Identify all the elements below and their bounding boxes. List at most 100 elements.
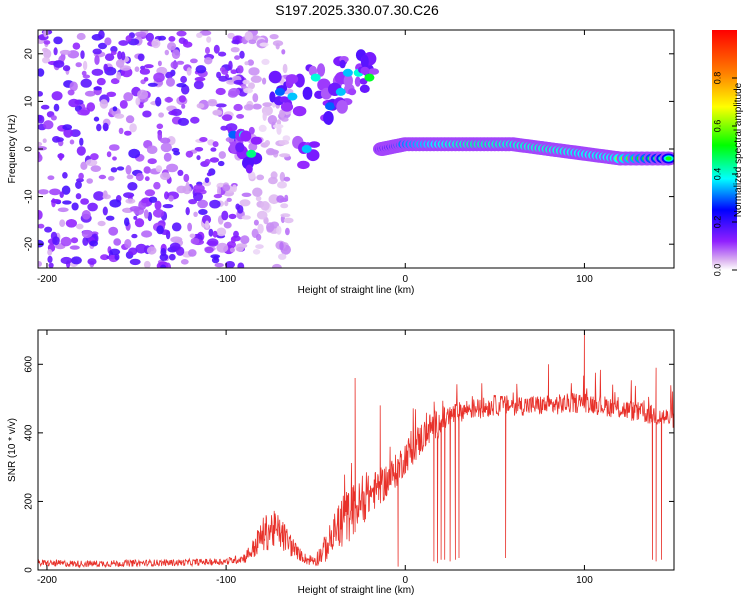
noise-blob bbox=[38, 223, 45, 229]
noise-blob bbox=[93, 191, 105, 201]
noise-blob bbox=[279, 109, 285, 118]
snr-series-line bbox=[37, 329, 675, 569]
noise-blob bbox=[280, 213, 291, 218]
noise-blob bbox=[42, 138, 47, 143]
ridge-segment bbox=[665, 156, 672, 161]
noise-blob bbox=[57, 207, 69, 213]
noise-blob bbox=[233, 230, 239, 238]
noise-blob bbox=[250, 75, 262, 83]
noise-blob bbox=[283, 217, 294, 224]
noise-blob bbox=[230, 47, 240, 53]
noise-blob bbox=[92, 48, 102, 55]
noise-blob bbox=[285, 227, 290, 236]
noise-blob bbox=[59, 219, 66, 227]
noise-blob bbox=[108, 226, 119, 236]
noise-blob bbox=[226, 197, 232, 202]
y-tick-label: 200 bbox=[24, 493, 35, 510]
noise-blob bbox=[177, 117, 189, 126]
noise-blob bbox=[204, 57, 213, 65]
noise-blob bbox=[194, 76, 206, 82]
signal-blob-halo bbox=[308, 141, 320, 148]
noise-blob bbox=[106, 151, 112, 158]
noise-blob bbox=[49, 188, 61, 196]
noise-blob bbox=[188, 199, 198, 205]
noise-blob bbox=[215, 87, 226, 96]
noise-blob bbox=[252, 249, 261, 255]
noise-blob bbox=[233, 79, 245, 85]
noise-blob bbox=[190, 58, 198, 64]
noise-blob bbox=[239, 199, 251, 207]
noise-blob bbox=[48, 262, 54, 268]
signal-blob bbox=[364, 73, 375, 82]
noise-blob bbox=[213, 255, 219, 261]
noise-blob bbox=[86, 178, 93, 184]
noise-blob bbox=[229, 247, 236, 253]
noise-blob bbox=[216, 71, 222, 79]
noise-blob bbox=[262, 102, 273, 107]
noise-blob bbox=[239, 50, 245, 59]
noise-blob bbox=[38, 210, 43, 220]
noise-blob bbox=[255, 244, 264, 250]
signal-blob bbox=[335, 87, 346, 96]
noise-blob bbox=[112, 106, 118, 112]
signal-blob-halo bbox=[343, 73, 353, 88]
noise-blob bbox=[157, 60, 162, 67]
noise-blob bbox=[169, 242, 181, 251]
noise-blob bbox=[261, 58, 270, 65]
noise-blob bbox=[202, 180, 212, 187]
noise-blob bbox=[143, 209, 149, 219]
x-tick-label: 100 bbox=[576, 575, 593, 586]
noise-blob bbox=[272, 263, 282, 268]
noise-blob bbox=[70, 129, 81, 138]
noise-blob bbox=[153, 72, 165, 83]
spectrogram-heatmap bbox=[38, 30, 674, 268]
noise-blob bbox=[155, 96, 162, 107]
noise-blob bbox=[278, 253, 287, 260]
y-tick-label: 600 bbox=[24, 356, 35, 373]
signal-blob-halo bbox=[302, 86, 313, 100]
noise-blob bbox=[76, 223, 84, 230]
signal-blob-halo bbox=[306, 149, 320, 162]
noise-blob bbox=[167, 42, 177, 51]
noise-blob bbox=[87, 202, 98, 212]
noise-blob bbox=[248, 39, 257, 45]
y-tick-label: 400 bbox=[24, 424, 35, 441]
spectrogram-x-axis-label: Height of straight line (km) bbox=[298, 285, 415, 296]
noise-blob bbox=[267, 149, 279, 155]
noise-blob bbox=[38, 68, 45, 77]
spectrogram-y-axis-label: Frequency (Hz) bbox=[7, 115, 18, 184]
noise-blob bbox=[186, 67, 192, 76]
noise-blob bbox=[162, 204, 174, 209]
noise-blob bbox=[108, 144, 120, 151]
noise-blob bbox=[234, 55, 241, 60]
noise-blob bbox=[240, 235, 250, 245]
noise-blob bbox=[87, 258, 97, 265]
noise-blob bbox=[255, 195, 262, 202]
noise-blob bbox=[70, 237, 79, 244]
noise-blob bbox=[93, 116, 100, 122]
noise-blob bbox=[137, 89, 149, 100]
noise-blob bbox=[171, 222, 182, 232]
noise-blob bbox=[231, 39, 240, 45]
signal-blob-halo bbox=[280, 102, 294, 112]
noise-blob bbox=[144, 189, 156, 197]
noise-blob bbox=[91, 68, 104, 76]
noise-blob bbox=[241, 192, 252, 197]
noise-blob bbox=[96, 123, 102, 132]
noise-blob bbox=[171, 49, 181, 60]
noise-blob bbox=[144, 176, 150, 182]
noise-blob bbox=[86, 102, 96, 112]
noise-blob bbox=[196, 103, 205, 109]
noise-blob bbox=[114, 113, 125, 119]
noise-blob bbox=[266, 222, 275, 233]
signal-blob-halo bbox=[316, 63, 326, 77]
signal-blob-halo bbox=[348, 88, 357, 96]
noise-blob bbox=[102, 122, 109, 132]
noise-blob bbox=[125, 198, 136, 204]
y-tick-label: 10 bbox=[24, 95, 35, 107]
noise-blob bbox=[62, 65, 71, 72]
signal-blob bbox=[274, 87, 285, 96]
noise-blob bbox=[207, 238, 219, 247]
noise-blob bbox=[104, 37, 112, 46]
noise-blob bbox=[194, 147, 204, 152]
